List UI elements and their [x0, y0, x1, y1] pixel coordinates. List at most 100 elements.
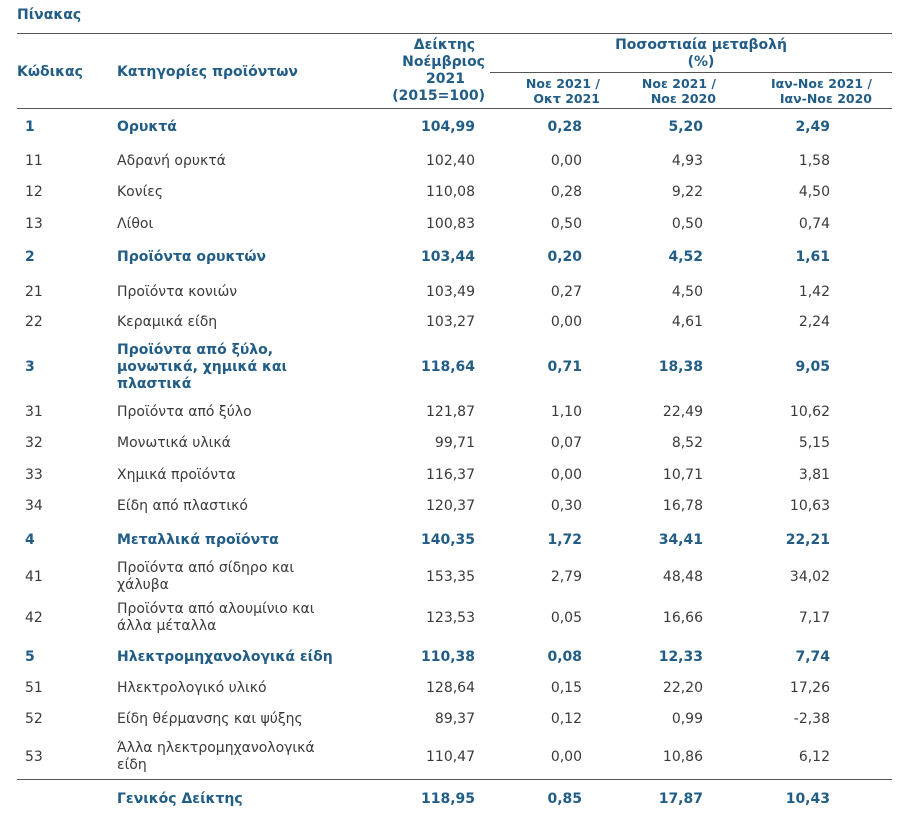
row-change-3: 10,63	[789, 497, 830, 514]
row-change-3: 7,74	[795, 648, 830, 665]
header-change-col-2: Νοε 2021 / Νοε 2020	[641, 76, 716, 106]
header-change-col-1: Νοε 2021 / Οκτ 2021	[525, 76, 600, 106]
row-category: Προϊόντα από σίδηρο και χάλυβα	[117, 560, 295, 593]
row-index: 128,64	[426, 679, 475, 696]
row-index: 120,37	[426, 497, 475, 514]
row-change-1: 0,28	[550, 183, 582, 200]
row-index: 140,35	[420, 531, 475, 548]
row-change-1: 0,28	[547, 118, 582, 135]
row-category: Προϊόντα από ξύλο, μονωτικά, χημικά και …	[117, 341, 287, 392]
row-code: 32	[25, 434, 43, 451]
row-change-1: 0,30	[550, 497, 582, 514]
row-code: 1	[25, 118, 35, 135]
row-change-1: 2,79	[550, 568, 582, 585]
row-change-2: 22,20	[662, 679, 703, 696]
row-change-2: 10,71	[662, 466, 703, 483]
row-index: 110,38	[420, 648, 475, 665]
row-category: Ηλεκτρολογικό υλικό	[117, 679, 267, 696]
total-index: 118,95	[420, 791, 475, 807]
row-change-3: 22,21	[785, 531, 830, 548]
row-change-2: 8,52	[671, 434, 703, 451]
row-change-3: 6,12	[798, 748, 830, 765]
row-change-3: -2,38	[793, 710, 830, 727]
row-change-2: 48,48	[662, 568, 703, 585]
row-category: Είδη από πλαστικό	[117, 497, 248, 514]
row-code: 53	[25, 748, 43, 765]
total-change-3: 10,43	[785, 791, 830, 807]
row-index: 153,35	[426, 568, 475, 585]
row-code: 51	[25, 679, 43, 696]
change-group-rule	[490, 72, 892, 73]
row-index: 110,47	[426, 748, 475, 765]
row-change-3: 2,49	[795, 118, 830, 135]
row-index: 121,87	[426, 403, 475, 420]
row-code: 2	[25, 248, 35, 265]
row-change-2: 12,33	[658, 648, 703, 665]
header-index: Δείκτης Νοέμβριος 2021 (2015=100)	[392, 37, 485, 104]
row-index: 123,53	[426, 609, 475, 626]
row-change-2: 9,22	[671, 183, 703, 200]
row-change-3: 1,58	[798, 152, 830, 169]
total-name: Γενικός Δείκτης	[117, 791, 243, 807]
row-index: 103,27	[426, 313, 475, 330]
row-code: 41	[25, 568, 43, 585]
row-change-1: 0,00	[550, 466, 582, 483]
row-index: 116,37	[426, 466, 475, 483]
row-code: 33	[25, 466, 43, 483]
row-change-2: 10,86	[662, 748, 703, 765]
row-code: 31	[25, 403, 43, 420]
row-category: Αδρανή ορυκτά	[117, 152, 226, 169]
row-change-1: 0,15	[550, 679, 582, 696]
table-caption: Πίνακας	[17, 7, 82, 23]
total-change-1: 0,85	[547, 791, 582, 807]
row-change-1: 0,12	[550, 710, 582, 727]
row-change-2: 4,50	[671, 283, 703, 300]
row-change-3: 1,61	[795, 248, 830, 265]
row-change-1: 0,71	[547, 358, 582, 375]
header-change-group: Ποσοστιαία μεταβολή (%)	[615, 37, 787, 70]
row-category: Άλλα ηλεκτρομηχανολογικά είδη	[117, 740, 315, 773]
row-index: 100,83	[426, 215, 475, 232]
row-change-1: 0,50	[550, 215, 582, 232]
row-code: 13	[25, 215, 43, 232]
row-change-3: 1,42	[798, 283, 830, 300]
row-code: 21	[25, 283, 43, 300]
row-change-1: 1,10	[550, 403, 582, 420]
row-category: Χημικά προϊόντα	[117, 466, 236, 483]
row-category: Μονωτικά υλικά	[117, 434, 231, 451]
row-code: 22	[25, 313, 43, 330]
row-change-2: 16,66	[662, 609, 703, 626]
row-code: 34	[25, 497, 43, 514]
row-code: 4	[25, 531, 35, 548]
row-change-2: 4,52	[668, 248, 703, 265]
row-category: Κεραμικά είδη	[117, 313, 218, 330]
row-index: 110,08	[426, 183, 475, 200]
row-code: 11	[25, 152, 43, 169]
row-code: 5	[25, 648, 35, 665]
row-change-2: 4,61	[671, 313, 703, 330]
row-change-1: 1,72	[547, 531, 582, 548]
row-change-2: 5,20	[668, 118, 703, 135]
row-index: 103,49	[426, 283, 475, 300]
row-change-2: 0,50	[671, 215, 703, 232]
row-change-1: 0,00	[550, 313, 582, 330]
row-change-1: 0,00	[550, 152, 582, 169]
row-category: Ηλεκτρομηχανολογικά είδη	[117, 648, 333, 665]
total-change-2: 17,87	[658, 791, 703, 807]
row-change-1: 0,08	[547, 648, 582, 665]
row-category: Προϊόντα ορυκτών	[117, 248, 267, 265]
row-category: Λίθοι	[117, 215, 154, 232]
row-index: 102,40	[426, 152, 475, 169]
row-category: Προϊόντα από αλουμίνιο και άλλα μέταλλα	[117, 601, 315, 634]
row-code: 12	[25, 183, 43, 200]
row-change-2: 4,93	[671, 152, 703, 169]
row-code: 52	[25, 710, 43, 727]
row-change-3: 4,50	[798, 183, 830, 200]
row-change-3: 10,62	[789, 403, 830, 420]
row-category: Είδη θέρμανσης και ψύξης	[117, 710, 303, 727]
row-code: 3	[25, 358, 35, 375]
row-change-2: 0,99	[671, 710, 703, 727]
row-category: Προϊόντα από ξύλο	[117, 403, 252, 420]
row-change-3: 2,24	[798, 313, 830, 330]
row-change-2: 34,41	[658, 531, 703, 548]
